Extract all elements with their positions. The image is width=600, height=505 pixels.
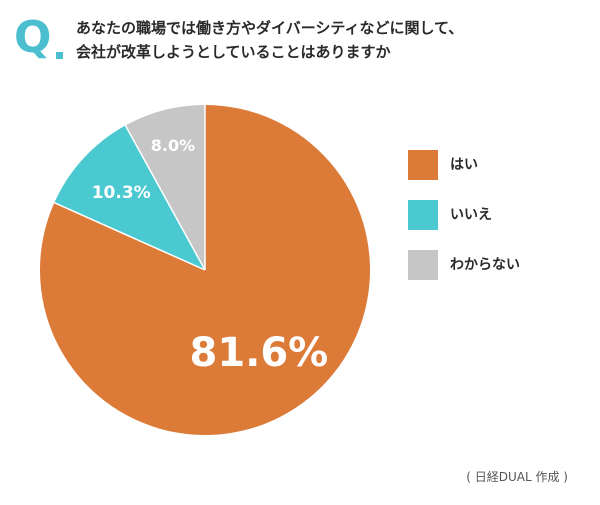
pie-label-yes: 81.6% bbox=[189, 330, 328, 376]
chart-title-line-1: あなたの職場では働き方やダイバーシティなどに関して、 bbox=[76, 19, 464, 37]
legend-label-no: いいえ bbox=[450, 207, 492, 223]
q-badge: Q bbox=[14, 12, 52, 63]
pie-label-unknown: 8.0% bbox=[151, 136, 195, 155]
chart-header: Q あなたの職場では働き方やダイバーシティなどに関して、 会社が改革しようとして… bbox=[14, 6, 594, 76]
source-note: ( 日経DUAL 作成 ) bbox=[466, 470, 568, 484]
pie-separator-2 bbox=[54, 202, 206, 271]
legend-swatch-yes bbox=[408, 150, 438, 180]
pie-separator-3 bbox=[124, 125, 206, 271]
legend-swatch-unknown bbox=[408, 250, 438, 280]
legend-label-yes: はい bbox=[450, 157, 478, 173]
pie-slice-unknown bbox=[125, 105, 205, 270]
pie-slice-no bbox=[54, 125, 205, 271]
legend-swatch-no bbox=[408, 200, 438, 230]
pie-label-no: 10.3% bbox=[92, 183, 151, 203]
chart-title: あなたの職場では働き方やダイバーシティなどに関して、 会社が改革しようとしている… bbox=[76, 16, 591, 64]
q-badge-dot bbox=[56, 52, 63, 59]
chart-title-line-2: 会社が改革しようとしていることはありますか bbox=[76, 43, 391, 61]
legend-label-unknown: わからない bbox=[450, 257, 520, 273]
